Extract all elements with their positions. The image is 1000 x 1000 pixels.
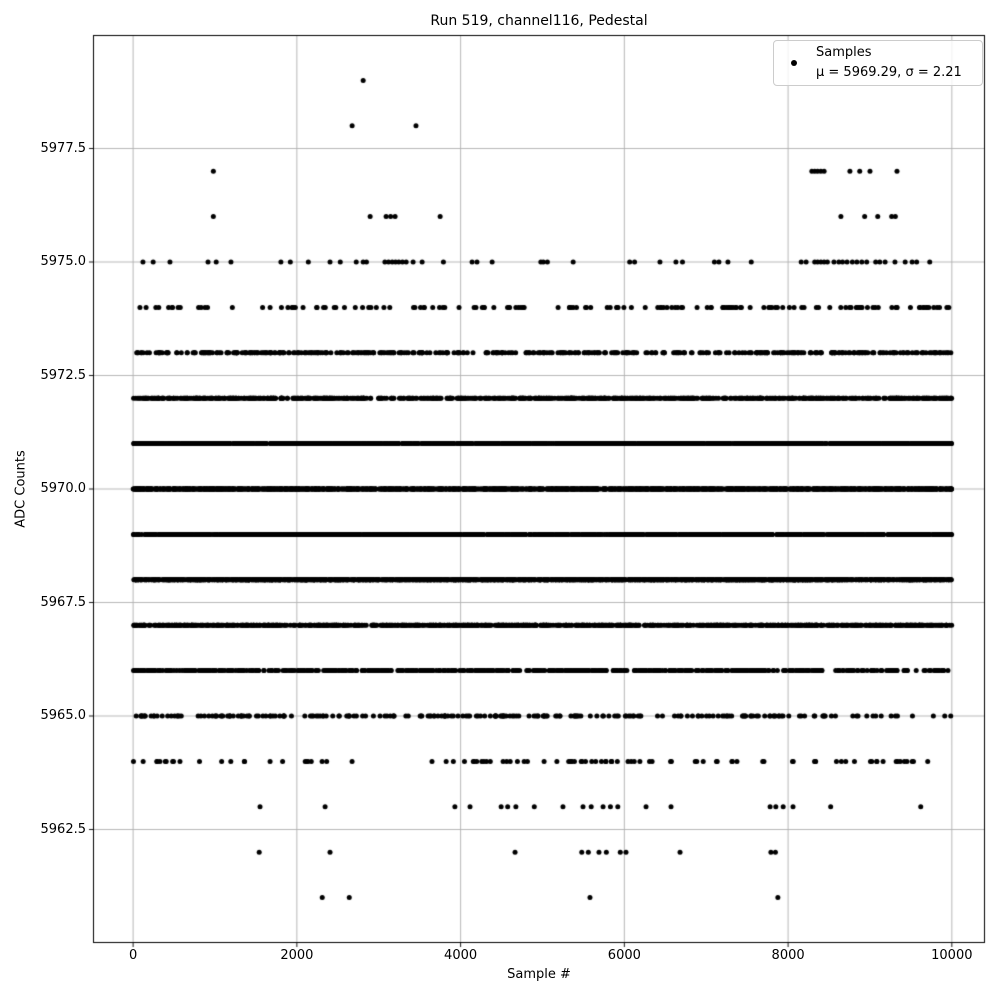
y-tick-label: 5975.0: [40, 254, 87, 269]
y-tick-label: 5970.0: [40, 481, 87, 496]
y-tick-label: 5965.0: [40, 708, 87, 723]
x-tick-label: 0: [128, 948, 138, 963]
y-tick-label: 5977.5: [40, 140, 87, 156]
legend-label: Samples: [816, 45, 872, 60]
legend-stats: μ = 5969.29, σ = 2.21: [816, 65, 962, 80]
sample-marker-icon: [791, 60, 797, 66]
x-tick-label: 10000: [931, 948, 973, 963]
y-tick-label: 5962.5: [40, 821, 87, 837]
x-tick-label: 2000: [280, 948, 314, 963]
x-tick-label: 4000: [444, 948, 478, 963]
x-tick-label: 6000: [607, 948, 641, 963]
x-tick-label: 8000: [771, 948, 805, 963]
legend: Samples μ = 5969.29, σ = 2.21: [773, 40, 983, 86]
y-axis-label: ADC Counts: [13, 450, 29, 528]
chart-title: Run 519, channel116, Pedestal: [430, 13, 648, 29]
y-tick-label: 5972.5: [40, 367, 87, 383]
x-axis-label: Sample #: [507, 967, 571, 982]
legend-text: Samples μ = 5969.29, σ = 2.21: [816, 43, 962, 83]
y-tick-label: 5967.5: [40, 594, 87, 610]
